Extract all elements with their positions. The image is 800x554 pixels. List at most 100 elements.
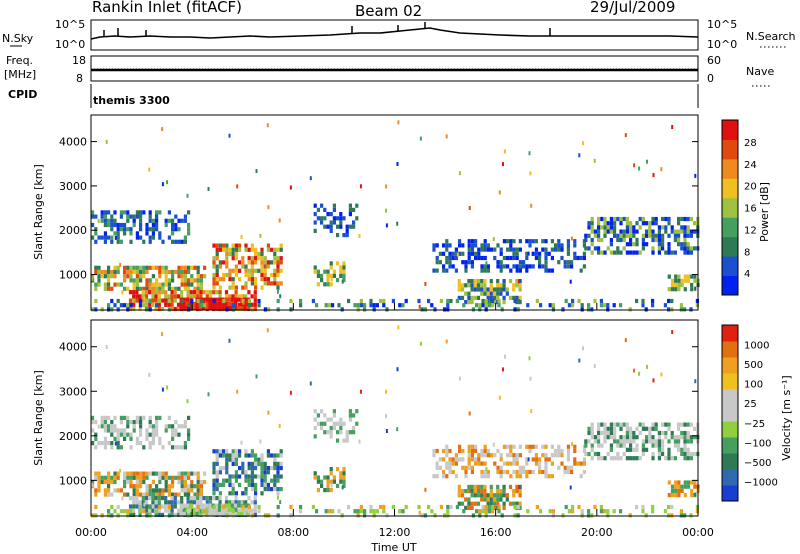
range-cell xyxy=(180,475,184,480)
range-cell xyxy=(632,447,636,452)
range-cell xyxy=(91,222,95,228)
range-cell xyxy=(347,298,351,304)
range-cell xyxy=(97,484,101,489)
range-cell xyxy=(276,487,280,492)
range-cell xyxy=(506,255,510,261)
range-cell xyxy=(323,488,327,493)
range-cell xyxy=(458,251,462,256)
range-cell xyxy=(539,509,543,514)
range-cell xyxy=(359,389,362,394)
range-cell xyxy=(279,466,283,471)
range-cell xyxy=(205,503,209,508)
range-cell xyxy=(481,504,485,510)
range-cell xyxy=(339,430,343,435)
range-cell xyxy=(144,496,149,501)
range-cell xyxy=(550,239,554,244)
range-cell xyxy=(166,180,169,185)
colorbar-swatch xyxy=(722,256,738,277)
range-cell xyxy=(151,231,155,236)
range-cell xyxy=(625,216,629,222)
range-cell xyxy=(329,273,333,278)
range-cell xyxy=(657,250,661,255)
range-cell xyxy=(485,467,488,472)
range-cell xyxy=(679,509,683,514)
range-cell xyxy=(234,474,238,479)
range-cell xyxy=(129,509,133,514)
range-cell xyxy=(657,443,661,448)
range-cell xyxy=(483,268,487,273)
range-cell xyxy=(544,474,548,479)
range-cell xyxy=(483,247,487,252)
range-cell xyxy=(97,479,101,485)
range-cell xyxy=(193,278,197,283)
range-cell xyxy=(113,274,117,279)
range-cell xyxy=(128,290,133,295)
range-cell xyxy=(161,127,164,132)
range-cell xyxy=(148,432,152,437)
range-cell xyxy=(228,268,232,273)
range-cell xyxy=(593,233,597,238)
range-cell xyxy=(475,509,479,514)
range-cell xyxy=(506,469,510,475)
range-cell xyxy=(457,501,461,506)
range-cell xyxy=(155,415,159,420)
range-cell xyxy=(686,229,690,234)
range-cell xyxy=(135,286,139,291)
range-cell xyxy=(212,470,216,475)
range-cell xyxy=(635,443,639,448)
nave-label: Nave xyxy=(746,65,774,78)
range-cell xyxy=(135,488,139,493)
range-cell xyxy=(183,278,187,283)
range-cell xyxy=(471,307,475,312)
range-cell xyxy=(148,290,152,295)
range-cell xyxy=(379,504,383,510)
y-tick-label: 3000 xyxy=(59,180,87,193)
range-cell xyxy=(451,264,455,269)
range-cell xyxy=(683,422,687,427)
range-cell xyxy=(176,306,181,312)
range-cell xyxy=(419,136,422,141)
range-cell xyxy=(544,461,548,466)
range-cell xyxy=(94,265,98,270)
range-cell xyxy=(186,294,190,299)
range-cell xyxy=(244,281,248,286)
range-cell xyxy=(582,346,584,351)
range-cell xyxy=(677,493,681,498)
colorbar-tick-label: 28 xyxy=(744,138,757,149)
noise-panel: N.Sky 10^5 10^0 10^5 10^0 N.Search xyxy=(2,18,796,51)
power-colorbar-label: Power [dB] xyxy=(758,182,771,242)
range-cell xyxy=(609,229,613,234)
range-cell xyxy=(439,298,443,304)
range-cell xyxy=(513,504,517,510)
range-cell xyxy=(571,236,573,241)
range-cell xyxy=(251,513,255,518)
range-cell xyxy=(683,493,687,498)
range-cell xyxy=(445,461,449,466)
range-cell xyxy=(155,278,159,283)
range-cell xyxy=(619,216,623,222)
range-cell xyxy=(348,430,352,435)
range-cell xyxy=(250,474,254,479)
range-cell xyxy=(164,302,168,307)
range-cell xyxy=(502,493,506,498)
range-cell xyxy=(260,260,264,265)
range-cell xyxy=(244,500,248,505)
range-cell xyxy=(474,243,478,248)
range-cell xyxy=(230,297,234,302)
range-cell xyxy=(680,435,684,440)
range-cell xyxy=(313,212,317,217)
range-cell xyxy=(190,282,194,287)
range-cell xyxy=(625,225,629,230)
range-cell xyxy=(336,224,340,229)
range-cell xyxy=(506,453,510,458)
range-cell xyxy=(499,251,503,256)
range-cell xyxy=(224,290,229,295)
range-cell xyxy=(680,246,684,251)
range-cell xyxy=(677,237,681,243)
range-cell xyxy=(139,303,143,308)
range-cell xyxy=(571,504,575,510)
range-cell xyxy=(126,471,130,476)
range-cell xyxy=(161,332,164,337)
range-cell xyxy=(151,471,155,476)
range-cell xyxy=(244,264,248,269)
